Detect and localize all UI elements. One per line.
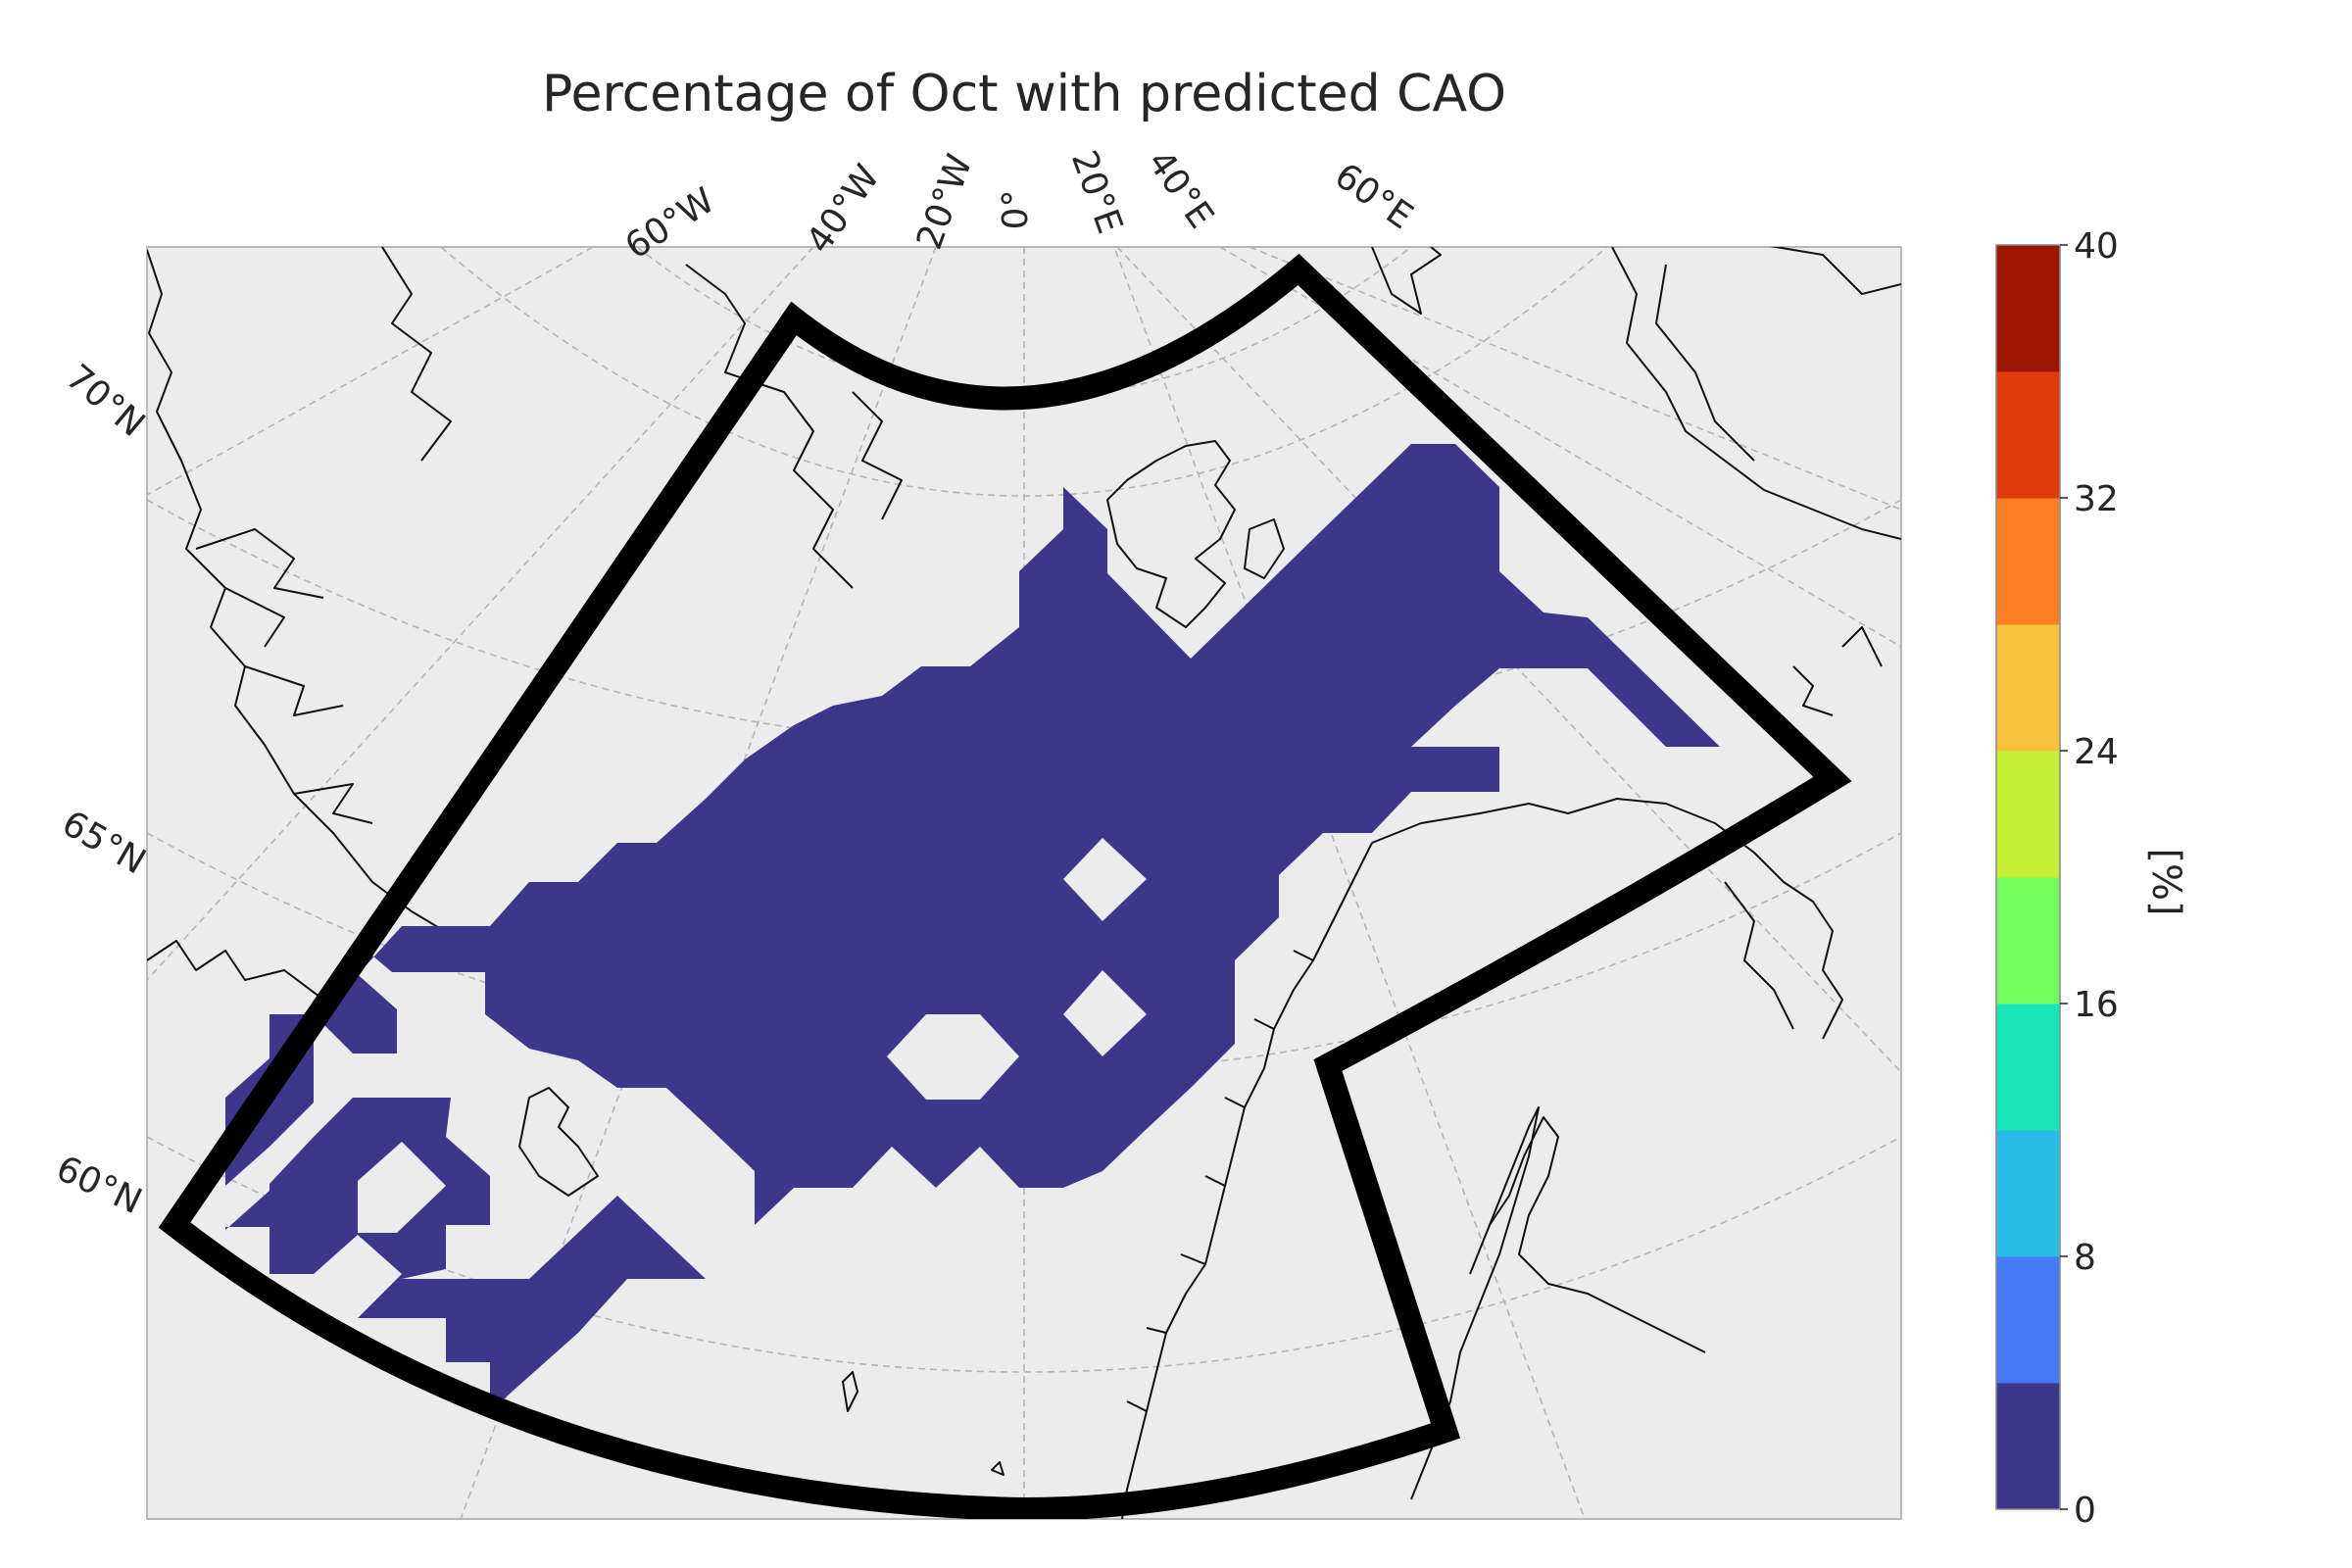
colorbar-frame	[1995, 244, 2061, 1510]
graticule-meridian	[1024, 247, 1586, 1519]
colorbar-segment	[1996, 1004, 2060, 1131]
colorbar: 0 8 16 24 32 40 [%]	[1995, 226, 2188, 1531]
lon-label-40w: 40°W	[799, 158, 888, 261]
coastline-greenland-west	[147, 940, 364, 1001]
coastline-faroe	[991, 1461, 1004, 1476]
coastline-franz-josef	[1371, 247, 1442, 315]
cao-hole-southwest	[887, 1014, 1019, 1100]
colorbar-label: [%]	[2143, 848, 2188, 915]
cao-region-outline	[158, 253, 1852, 1519]
cao-hole-south	[1063, 970, 1147, 1056]
colorbar-tick-label: 0	[2074, 1491, 2096, 1531]
colorbar-segment	[1996, 1130, 2060, 1257]
colorbar-segment	[1996, 371, 2060, 499]
coastline-novaya-zemlya	[1611, 247, 1901, 540]
colorbar-segment	[1996, 1383, 2060, 1510]
colorbar-tick-label: 24	[2074, 732, 2119, 772]
lon-label-60e: 60°E	[1327, 156, 1419, 237]
coastline-greenland-inner	[852, 391, 903, 520]
coastline-svalbard	[1106, 440, 1236, 628]
cao-eastern-arm	[1411, 747, 1499, 792]
lon-label-20w: 20°W	[909, 149, 981, 254]
graticule-parallel	[636, 247, 1412, 399]
colorbar-segments	[1996, 245, 2060, 1510]
coastline-white-sea	[1724, 881, 1794, 1030]
lon-label-20e: 20°E	[1063, 145, 1130, 238]
colorbar-tick-label: 32	[2074, 479, 2119, 519]
colorbar-segment	[1996, 245, 2060, 372]
cao-field	[225, 444, 1720, 1411]
colorbar-tick-label: 40	[2074, 226, 2119, 267]
colorbar-segment	[1996, 1256, 2060, 1384]
latitude-labels: 70°N 65°N 60°N	[50, 357, 152, 1222]
colorbar-segment	[1996, 498, 2060, 625]
colorbar-tick-label: 8	[2074, 1238, 2096, 1278]
lat-label-70n: 70°N	[58, 357, 152, 445]
map-axes	[146, 246, 1902, 1520]
coastline-novaya-zemlya-inner	[1655, 264, 1755, 462]
coastline-greenland-fjords	[195, 528, 373, 824]
cao-main-area	[225, 444, 1720, 1411]
coastline-russia-north	[1769, 247, 1901, 716]
lat-label-65n: 65°N	[55, 804, 152, 883]
coastline-norway-fjords	[1126, 950, 1314, 1412]
coastline-gulf-bothnia	[1489, 1116, 1706, 1353]
cao-field-holes	[887, 838, 1147, 1100]
coastline-iceland-small	[518, 1087, 599, 1197]
lat-label-60n: 60°N	[50, 1149, 148, 1223]
map-title: Percentage of Oct with predicted CAO	[542, 65, 1506, 123]
colorbar-ticks: 0 8 16 24 32 40	[2060, 226, 2119, 1531]
coastline-kola-white-sea	[1371, 798, 1843, 1040]
colorbar-segment	[1996, 751, 2060, 878]
coastline-baltic	[1410, 1106, 1540, 1500]
graticule-meridian	[147, 247, 814, 981]
colorbar-tick-label: 16	[2074, 985, 2119, 1025]
coastline-shetland	[842, 1371, 858, 1412]
lon-label-40e: 40°E	[1140, 143, 1221, 235]
coastline-greenland-mid	[685, 264, 854, 589]
graticule-parallel	[440, 247, 1608, 497]
colorbar-segment	[1996, 624, 2060, 752]
colorbar-segment	[1996, 877, 2060, 1004]
coastline-greenland-north	[381, 247, 452, 462]
graticule-meridian	[147, 247, 594, 496]
lon-label-0: 0°	[996, 190, 1036, 230]
coastline-svalbard-east	[1244, 518, 1285, 579]
cao-hole-center	[1063, 838, 1147, 921]
graticule-parallel	[147, 1136, 1901, 1373]
